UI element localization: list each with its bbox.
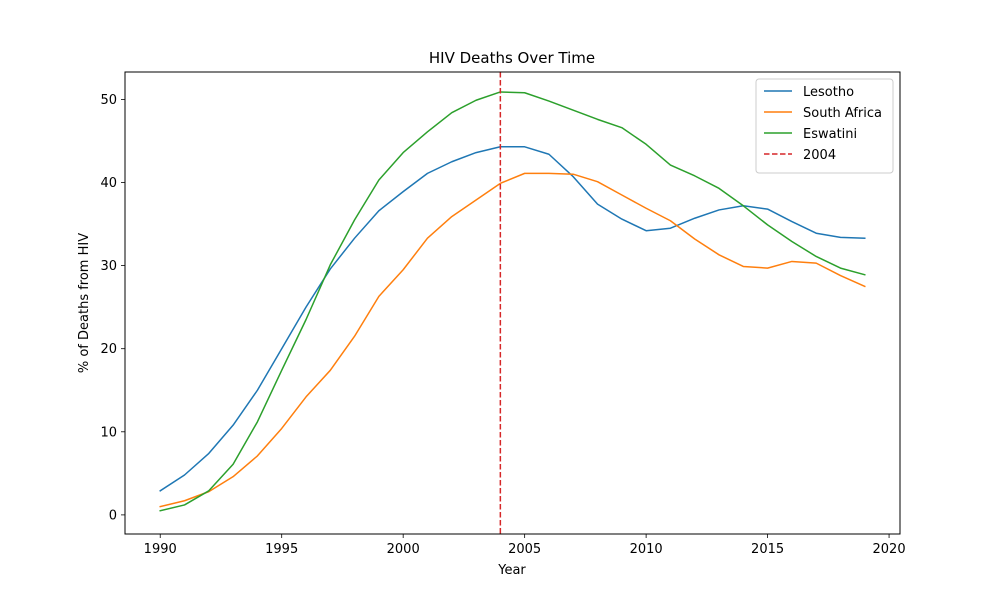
x-tick-label: 2005 (508, 542, 541, 557)
series-line-eswatini (159, 91, 866, 512)
x-tick-label: 2015 (751, 542, 784, 557)
legend-label-2004: 2004 (803, 148, 836, 163)
chart-title: HIV Deaths Over Time (429, 49, 595, 67)
y-tick-label: 40 (100, 176, 117, 191)
x-tick-label: 2010 (630, 542, 663, 557)
series-line-lesotho (159, 146, 866, 492)
x-axis-label: Year (497, 563, 526, 578)
plot-area-frame (124, 71, 901, 535)
legend-box (755, 78, 894, 174)
legend-label-eswatini: Eswatini (803, 127, 857, 142)
y-tick-label: 10 (100, 425, 117, 440)
y-tick-label: 0 (109, 508, 117, 523)
x-tick-label: 1995 (265, 542, 298, 557)
legend-label-lesotho: Lesotho (803, 85, 854, 100)
y-tick-label: 50 (100, 93, 117, 108)
y-tick-label: 20 (100, 342, 117, 357)
series-line-south-africa (159, 172, 866, 508)
y-tick-label: 30 (100, 259, 117, 274)
legend: Lesotho South Africa Eswatini 2004 (755, 78, 894, 174)
y-axis-ticks: 0 10 20 30 40 50 (100, 93, 125, 523)
x-axis-ticks: 1990 1995 2000 2005 2010 2015 2020 (144, 534, 906, 557)
plot-lines (159, 72, 866, 534)
legend-label-south-africa: South Africa (803, 106, 882, 121)
y-axis-label: % of Deaths from HIV (77, 233, 92, 373)
x-tick-label: 2020 (873, 542, 906, 557)
x-tick-label: 2000 (387, 542, 420, 557)
x-tick-label: 1990 (144, 542, 177, 557)
